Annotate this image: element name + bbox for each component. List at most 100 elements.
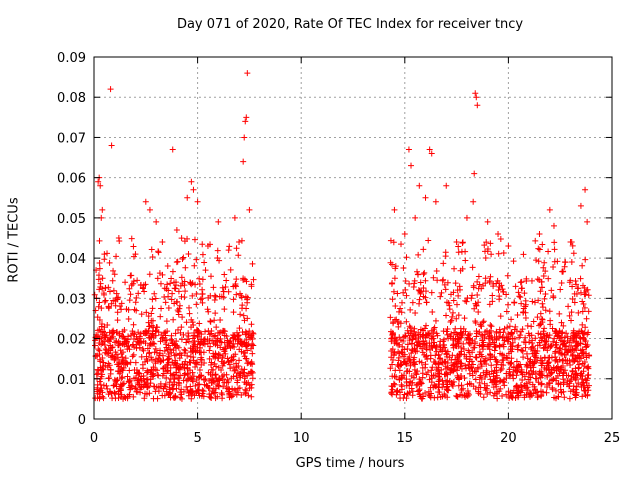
data-point	[151, 349, 158, 356]
data-point	[568, 309, 575, 316]
data-point	[176, 302, 183, 309]
data-point	[578, 383, 585, 390]
data-point	[134, 277, 141, 284]
data-point	[206, 391, 213, 398]
data-point	[111, 339, 118, 346]
data-point	[419, 395, 426, 402]
data-point	[130, 351, 137, 358]
data-point	[456, 376, 463, 383]
data-point	[559, 357, 566, 364]
data-point	[406, 323, 413, 330]
data-point	[423, 299, 430, 306]
data-point	[522, 334, 529, 341]
data-point	[582, 376, 589, 383]
data-point	[219, 329, 226, 336]
data-point	[416, 387, 423, 394]
data-point	[458, 248, 465, 255]
data-point	[540, 345, 547, 352]
data-point	[230, 353, 237, 360]
data-point	[144, 358, 151, 365]
data-point	[129, 280, 136, 287]
data-point	[236, 370, 243, 377]
data-point	[582, 338, 589, 345]
data-point	[481, 242, 488, 249]
data-point	[122, 355, 129, 362]
data-point	[189, 377, 196, 384]
data-point	[583, 343, 590, 350]
y-tick-label: 0.02	[57, 333, 86, 348]
data-point	[543, 338, 550, 345]
data-point	[241, 353, 248, 360]
data-point	[453, 301, 460, 308]
data-point	[173, 279, 180, 286]
data-point	[581, 363, 588, 370]
data-point	[96, 317, 103, 324]
data-point	[535, 297, 542, 304]
data-point	[471, 344, 478, 351]
data-point	[531, 299, 538, 306]
data-point	[220, 383, 227, 390]
data-point	[544, 373, 551, 380]
data-point	[191, 262, 198, 269]
data-point	[198, 392, 205, 399]
data-point	[177, 350, 184, 357]
data-point	[561, 394, 568, 401]
data-point	[199, 286, 206, 293]
data-point	[463, 298, 470, 305]
data-point	[213, 324, 220, 331]
data-point	[411, 325, 418, 332]
data-point	[164, 356, 171, 363]
data-point	[468, 340, 475, 347]
data-point	[149, 331, 156, 338]
data-point	[547, 344, 554, 351]
data-point	[403, 395, 410, 402]
data-point	[241, 134, 248, 141]
data-point	[422, 277, 429, 284]
data-point	[128, 235, 135, 242]
data-point	[212, 385, 219, 392]
data-point	[522, 344, 529, 351]
data-point	[479, 319, 486, 326]
data-point	[478, 375, 485, 382]
data-point	[568, 317, 575, 324]
data-point	[242, 390, 249, 397]
data-point	[173, 338, 180, 345]
data-point	[109, 395, 116, 402]
data-point	[522, 297, 529, 304]
y-tick-label: 0.08	[57, 91, 86, 106]
data-point	[396, 350, 403, 357]
data-point	[105, 360, 112, 367]
data-point	[501, 382, 508, 389]
y-tick-label: 0.06	[57, 172, 86, 187]
data-point	[157, 359, 164, 366]
data-point	[539, 304, 546, 311]
data-point	[189, 348, 196, 355]
data-point	[244, 70, 251, 77]
data-point	[132, 299, 139, 306]
data-point	[417, 379, 424, 386]
data-point	[512, 323, 519, 330]
data-point	[177, 372, 184, 379]
data-point	[239, 305, 246, 312]
data-point	[170, 361, 177, 368]
data-point	[417, 326, 424, 333]
data-point	[561, 259, 568, 266]
data-point	[133, 294, 140, 301]
data-point	[530, 318, 537, 325]
data-point	[579, 298, 586, 305]
data-point	[220, 288, 227, 295]
data-point	[165, 350, 172, 357]
data-point	[105, 345, 112, 352]
data-point	[422, 194, 429, 201]
data-point	[167, 346, 174, 353]
data-point	[476, 342, 483, 349]
data-point	[558, 279, 565, 286]
data-point	[128, 282, 135, 289]
data-point	[132, 384, 139, 391]
data-point	[464, 334, 471, 341]
data-point	[111, 376, 118, 383]
data-point	[577, 202, 584, 209]
data-point	[434, 277, 441, 284]
data-point	[409, 347, 416, 354]
data-point	[194, 344, 201, 351]
